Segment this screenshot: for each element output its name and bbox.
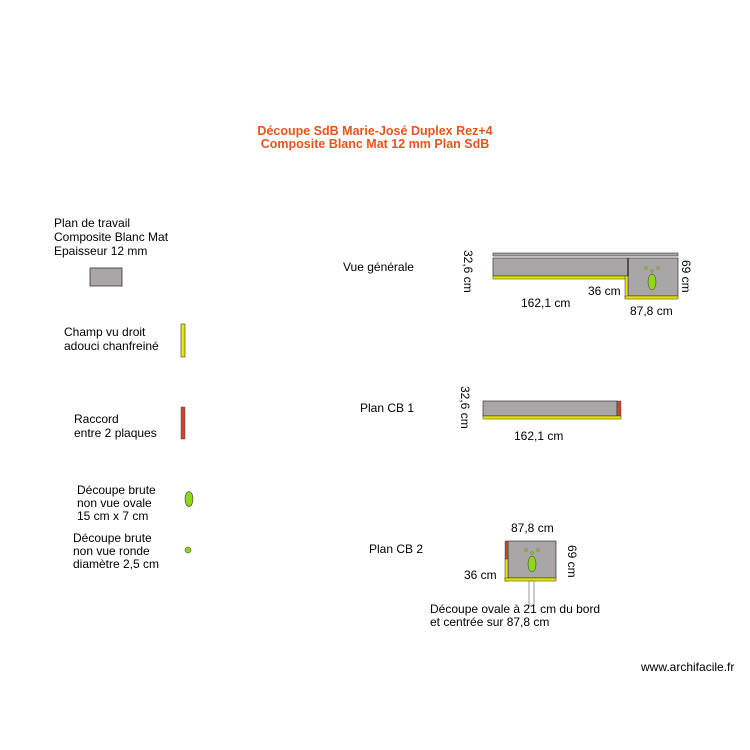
cb2-joint [504, 540, 509, 560]
cb2-dim-width: 87,8 cm [511, 521, 554, 535]
legend-oval-line3: 15 cm x 7 cm [77, 509, 149, 523]
overview-cb1-slab [492, 257, 629, 277]
legend-joint-line1: Raccord [74, 412, 119, 426]
legend-worktop-swatch [89, 267, 123, 287]
cb1-edge [482, 415, 622, 420]
legend-edge-line2: adouci chanfreiné [64, 339, 159, 353]
drawing-title-line2: Composite Blanc Mat 12 mm Plan SdB [260, 137, 490, 151]
legend-edge-line1: Champ vu droit [64, 325, 146, 339]
legend-joint-swatch [180, 406, 186, 440]
legend-worktop-line2: Composite Blanc Mat [54, 230, 169, 244]
cb2-dim-step: 36 cm [464, 568, 497, 582]
legend-round-line1: Découpe brute [73, 531, 152, 545]
overview-label: Vue générale [343, 260, 414, 274]
overview-dim-width: 87,8 cm [630, 304, 673, 318]
legend-joint-line2: entre 2 plaques [74, 426, 157, 440]
cb2-edge [504, 577, 557, 582]
legend-worktop-line3: Epaisseur 12 mm [54, 244, 148, 258]
legend-round-line3: diamètre 2,5 cm [73, 557, 160, 571]
overview-plan [492, 252, 679, 300]
legend-oval-line2: non vue ovale [77, 496, 152, 510]
legend-oval-cut [184, 491, 194, 507]
overview-dim-depth: 32,6 cm [461, 250, 475, 293]
cb1-joint [616, 400, 622, 417]
cb1-slab [482, 400, 618, 417]
watermark[interactable]: www.archifacile.fr [641, 660, 735, 674]
cb1-label: Plan CB 1 [360, 401, 415, 415]
cb2-note-line1: Découpe ovale à 21 cm du bord [430, 602, 601, 616]
legend-round-line2: non vue ronde [73, 544, 150, 558]
overview-oval-cut [647, 273, 657, 291]
cb2-dim-height: 69 cm [565, 545, 579, 578]
overview-dim-length: 162,1 cm [521, 296, 571, 310]
legend-edge-swatch [180, 323, 186, 358]
overview-dim-height: 69 cm [679, 260, 693, 293]
cb1-dim-depth: 32,6 cm [458, 386, 472, 429]
legend-oval-line1: Découpe brute [77, 483, 156, 497]
cb1-dim-length: 162,1 cm [514, 429, 564, 443]
legend-round-cut [184, 546, 192, 554]
cb2-label: Plan CB 2 [369, 542, 424, 556]
legend-worktop-line1: Plan de travail [54, 216, 131, 230]
cb2-oval-cut [527, 555, 537, 573]
cb1-plan [482, 400, 622, 420]
cb2-note-line2: et centrée sur 87,8 cm [430, 615, 550, 629]
cb2-plan [504, 540, 557, 607]
drawing-title-line1: Découpe SdB Marie-José Duplex Rez+4 [257, 124, 493, 138]
overview-dim-step: 36 cm [588, 284, 621, 298]
